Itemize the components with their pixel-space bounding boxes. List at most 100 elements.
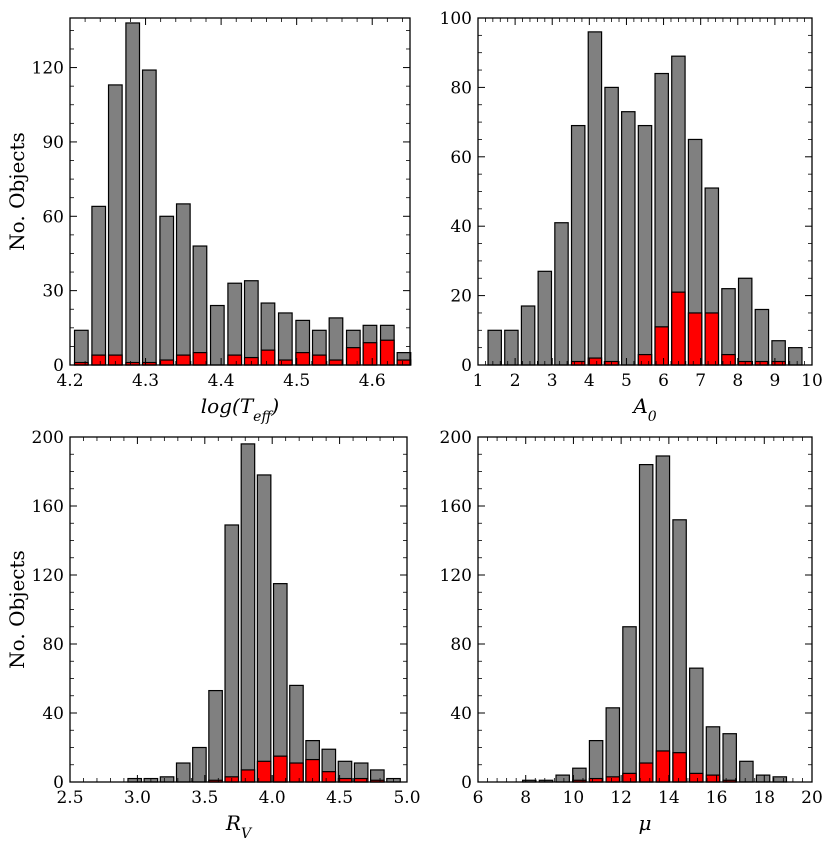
- bar-subset-rv-12: [321, 771, 337, 783]
- bar-all-a0-6: [587, 31, 603, 366]
- bar-all-teff-3: [125, 22, 141, 366]
- bar-all-mu-10: [689, 667, 704, 783]
- bar-subset-teff-17: [362, 342, 378, 366]
- bar-all-teff-6: [175, 203, 191, 366]
- y-tick-label: 120: [32, 59, 64, 79]
- bar-all-mu-9: [672, 519, 687, 783]
- y-tick-label: 60: [450, 148, 472, 168]
- bar-subset-teff-5: [159, 359, 175, 366]
- bar-all-teff-10: [243, 280, 259, 366]
- x-tick-label: 9: [769, 371, 780, 391]
- bar-all-teff-9: [227, 282, 243, 366]
- x-tick-label: 2: [510, 371, 521, 391]
- bar-all-teff-5: [159, 215, 175, 366]
- bar-subset-mu-10: [689, 772, 704, 783]
- bar-all-mu-12: [722, 733, 737, 783]
- y-tick-label: 0: [461, 773, 472, 793]
- bar-subset-teff-19: [396, 359, 412, 366]
- x-tick-label: 4.2: [56, 371, 83, 391]
- y-axis-label: No. Objects: [5, 132, 29, 251]
- y-tick-label: 200: [440, 428, 472, 448]
- bar-all-a0-0: [487, 329, 502, 366]
- x-tick-label: 4.3: [132, 371, 159, 391]
- bar-all-rv-8: [256, 474, 272, 783]
- bar-subset-teff-15: [328, 359, 344, 366]
- bar-subset-mu-5: [605, 776, 621, 783]
- x-axis-label: log(Teff): [201, 394, 279, 425]
- x-tick-label: 18: [753, 788, 775, 808]
- bar-subset-teff-6: [175, 354, 191, 366]
- bar-all-a0-1: [504, 329, 519, 366]
- bar-all-teff-2: [107, 84, 123, 366]
- bar-all-a0-3: [537, 270, 553, 366]
- bar-subset-mu-6: [622, 772, 637, 783]
- y-tick-label: 80: [450, 635, 472, 655]
- x-tick-label: 4.0: [259, 788, 286, 808]
- plot-frame: [69, 17, 411, 366]
- y-tick-label: 120: [440, 566, 472, 586]
- bar-subset-rv-7: [240, 769, 256, 783]
- x-tick-label: 4.5: [326, 788, 353, 808]
- bar-all-teff-12: [277, 312, 293, 366]
- panel-rv: 2.5 3.0 3.5 4.0 4.5 5.0 0 40 80 120 160 200 RV No. Ob…: [5, 428, 421, 842]
- x-tick-label: 3: [547, 371, 558, 391]
- bar-subset-a0-6: [587, 357, 603, 366]
- x-axis-label: A0: [631, 394, 656, 425]
- bar-subset-rv-10: [289, 762, 304, 783]
- x-tick-label: 10: [801, 371, 823, 391]
- bar-subset-rv-9: [272, 755, 288, 783]
- bar-all-mu-8: [655, 455, 671, 783]
- bar-all-teff-1: [91, 205, 107, 366]
- bar-all-mu-11: [705, 726, 721, 783]
- bar-subset-teff-13: [295, 352, 311, 366]
- x-tick-label: 6: [473, 788, 484, 808]
- y-tick-label: 40: [450, 217, 472, 237]
- x-tick-label: 20: [801, 788, 823, 808]
- bar-subset-a0-14: [721, 353, 736, 366]
- x-tick-label: 16: [706, 788, 728, 808]
- y-tick-label: 200: [32, 428, 64, 448]
- bar-all-a0-14: [721, 288, 736, 366]
- bar-all-rv-2: [159, 776, 175, 783]
- bar-all-rv-6: [224, 524, 240, 783]
- y-tick-label: 40: [42, 704, 64, 724]
- bar-subset-mu-7: [638, 762, 654, 783]
- x-tick-label: 3.5: [191, 788, 218, 808]
- bar-all-teff-15: [328, 317, 344, 366]
- bar-subset-a0-13: [704, 312, 720, 366]
- bar-all-teff-4: [141, 69, 157, 366]
- bar-all-a0-8: [621, 111, 636, 366]
- x-tick-label: 4.4: [208, 371, 235, 391]
- y-tick-label: 160: [440, 497, 472, 517]
- y-tick-label: 160: [32, 497, 64, 517]
- bar-all-mu-6: [622, 626, 637, 783]
- x-tick-label: 5.0: [393, 788, 420, 808]
- bar-subset-mu-11: [705, 774, 721, 783]
- bar-subset-teff-14: [311, 354, 327, 366]
- bar-all-mu-4: [588, 739, 604, 783]
- x-tick-label: 8: [732, 371, 743, 391]
- x-tick-label: 5: [621, 371, 632, 391]
- x-tick-label: 3.0: [124, 788, 151, 808]
- bar-all-rv-3: [175, 762, 191, 783]
- x-axis-label: μ: [639, 811, 652, 835]
- x-tick-label: 12: [610, 788, 632, 808]
- bar-all-a0-9: [637, 124, 653, 366]
- bar-all-rv-7: [240, 443, 256, 783]
- bar-all-mu-13: [739, 760, 754, 783]
- bar-all-teff-8: [209, 304, 225, 366]
- x-tick-label: 2.5: [56, 788, 83, 808]
- bar-all-teff-0: [73, 329, 89, 366]
- y-axis-label: No. Objects: [5, 550, 29, 669]
- bar-subset-teff-9: [227, 354, 243, 366]
- x-tick-label: 1: [473, 371, 484, 391]
- bar-all-mu-15: [772, 776, 788, 783]
- bar-all-a0-10: [654, 72, 669, 366]
- bar-all-mu-2: [555, 774, 570, 783]
- bar-subset-teff-16: [345, 347, 361, 366]
- y-tick-label: 120: [32, 566, 64, 586]
- y-tick-label: 0: [461, 356, 472, 376]
